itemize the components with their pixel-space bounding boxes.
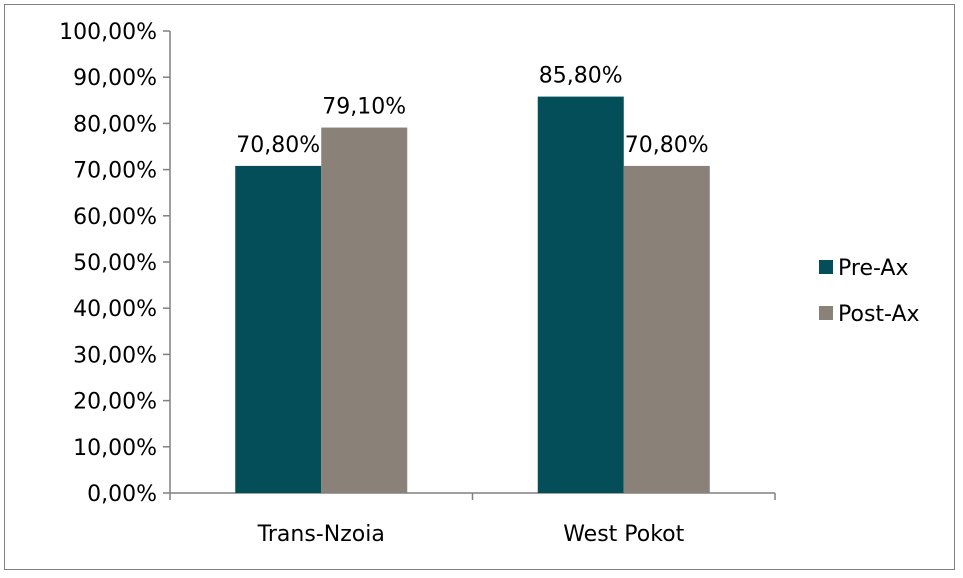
y-tick-label: 10,00% (73, 436, 157, 461)
y-tick-label: 80,00% (73, 112, 157, 137)
data-label: 79,10% (322, 95, 406, 120)
bars (235, 96, 710, 494)
y-tick-label: 60,00% (73, 205, 157, 230)
chart-frame: 0,00% 10,00% 20,00% 30,00% 40,00% 50,00% 60,00… (4, 4, 955, 570)
legend-label: Post-Ax (838, 302, 920, 327)
x-tick-label: Trans-Nzoia (257, 522, 385, 547)
y-tick-label: 0,00% (87, 482, 157, 507)
x-tick-label: West Pokot (563, 522, 684, 547)
data-label: 85,80% (539, 64, 623, 89)
legend-swatch (819, 260, 833, 274)
y-tick-label: 30,00% (73, 343, 157, 368)
axes: 0,00% 10,00% 20,00% 30,00% 40,00% 50,00% 60,00… (59, 20, 776, 547)
data-label: 70,80% (236, 133, 320, 158)
y-tick-label: 20,00% (73, 390, 157, 415)
y-tick-label: 90,00% (73, 66, 157, 91)
y-tick-label: 100,00% (59, 20, 157, 45)
data-label: 70,80% (625, 133, 709, 158)
data-labels: 70,80%79,10%85,80%70,80% (236, 64, 708, 158)
legend-swatch (819, 306, 833, 320)
legend: Pre-Ax Post-Ax (819, 256, 920, 327)
bar-post-ax-trans-nzoia (321, 127, 408, 494)
y-tick-label: 50,00% (73, 251, 157, 276)
bar-pre-ax-trans-nzoia (235, 165, 322, 494)
bar-chart: 0,00% 10,00% 20,00% 30,00% 40,00% 50,00% 60,00… (59, 20, 920, 547)
y-tick-label: 40,00% (73, 297, 157, 322)
legend-label: Pre-Ax (838, 256, 909, 281)
bar-post-ax-west-pokot (623, 165, 710, 494)
y-tick-label: 70,00% (73, 159, 157, 184)
bar-pre-ax-west-pokot (537, 96, 624, 493)
